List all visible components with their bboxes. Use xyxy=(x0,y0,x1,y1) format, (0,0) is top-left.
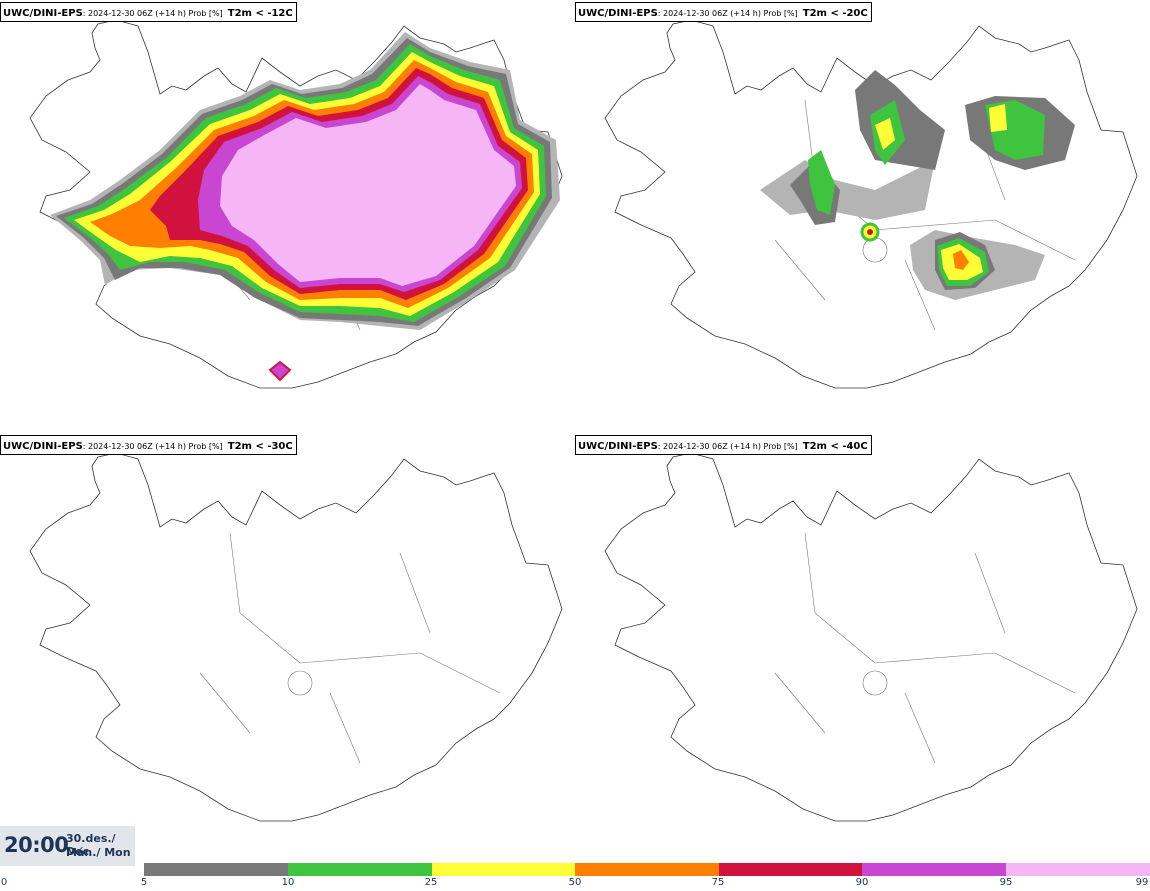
colorbar-segment xyxy=(1006,863,1150,876)
valid-time: 20:00 xyxy=(4,833,69,857)
colorbar-segment xyxy=(288,863,432,876)
colorbar-tick-label: 0 xyxy=(0,877,8,888)
prob-area-99 xyxy=(220,84,516,286)
panel-title: UWC/DINI-EPS: 2024-12-30 06Z (+14 h) Pro… xyxy=(575,435,872,455)
colorbar-tick-label: 10 xyxy=(281,877,295,888)
map-panel-t2m-minus-30: UWC/DINI-EPS: 2024-12-30 06Z (+14 h) Pro… xyxy=(0,433,575,866)
colorbar-segment xyxy=(144,863,288,876)
iceland-coastline xyxy=(604,19,1138,389)
model-name: UWC/DINI-EPS xyxy=(3,441,83,452)
colorbar-segment xyxy=(575,863,719,876)
colorbar-tick-label: 90 xyxy=(855,877,869,888)
iceland-coastline xyxy=(604,452,1138,822)
valid-time-box: 20:00 30.des./ Dec Mán./ Mon xyxy=(0,826,135,866)
colorbar-tick-label: 75 xyxy=(711,877,725,888)
run-info: : 2024-12-30 06Z (+14 h) Prob [%] xyxy=(82,442,223,451)
run-info: : 2024-12-30 06Z (+14 h) Prob [%] xyxy=(657,9,798,18)
prob-spot xyxy=(268,360,292,382)
probability-map xyxy=(604,452,1138,822)
probability-map xyxy=(604,19,1138,389)
map-panel-t2m-minus-20: UWC/DINI-EPS: 2024-12-30 06Z (+14 h) Pro… xyxy=(575,0,1150,433)
run-info: : 2024-12-30 06Z (+14 h) Prob [%] xyxy=(657,442,798,451)
model-name: UWC/DINI-EPS xyxy=(3,8,83,19)
colorbar-tick-label: 95 xyxy=(999,877,1013,888)
colorbar-tick-label: 5 xyxy=(140,877,148,888)
probability-colorbar xyxy=(144,863,1150,876)
map-panel-t2m-minus-12: UWC/DINI-EPS: 2024-12-30 06Z (+14 h) Pro… xyxy=(0,0,575,433)
threshold-label: T2m < -40C xyxy=(802,441,868,452)
iceland-coastline xyxy=(29,452,563,822)
panel-title: UWC/DINI-EPS: 2024-12-30 06Z (+14 h) Pro… xyxy=(0,435,297,455)
colorbar-tick-label: 99 xyxy=(1135,877,1149,888)
probability-map xyxy=(29,452,563,822)
probability-map xyxy=(29,19,563,389)
map-panel-t2m-minus-40: UWC/DINI-EPS: 2024-12-30 06Z (+14 h) Pro… xyxy=(575,433,1150,866)
run-info: : 2024-12-30 06Z (+14 h) Prob [%] xyxy=(82,9,223,18)
model-name: UWC/DINI-EPS xyxy=(578,441,658,452)
valid-weekday: Mán./ Mon xyxy=(66,846,131,859)
threshold-label: T2m < -20C xyxy=(802,8,868,19)
panel-title: UWC/DINI-EPS: 2024-12-30 06Z (+14 h) Pro… xyxy=(575,2,872,22)
threshold-label: T2m < -12C xyxy=(227,8,293,19)
colorbar-segment xyxy=(432,863,575,876)
colorbar-tick-label: 25 xyxy=(424,877,438,888)
valid-date: 30.des./ Dec xyxy=(66,832,116,858)
colorbar-segment xyxy=(719,863,862,876)
model-name: UWC/DINI-EPS xyxy=(578,8,658,19)
prob-areas xyxy=(760,70,1075,300)
threshold-label: T2m < -30C xyxy=(227,441,293,452)
colorbar-segment xyxy=(862,863,1006,876)
colorbar-tick-label: 50 xyxy=(568,877,582,888)
panel-title: UWC/DINI-EPS: 2024-12-30 06Z (+14 h) Pro… xyxy=(0,2,297,22)
